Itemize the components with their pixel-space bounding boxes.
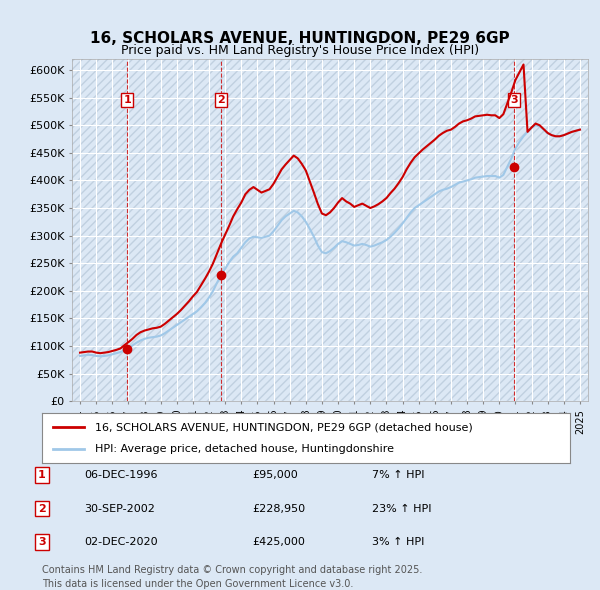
Text: 30-SEP-2002: 30-SEP-2002 bbox=[84, 504, 155, 513]
Text: Price paid vs. HM Land Registry's House Price Index (HPI): Price paid vs. HM Land Registry's House … bbox=[121, 44, 479, 57]
Text: 02-DEC-2020: 02-DEC-2020 bbox=[84, 537, 158, 547]
Text: 1: 1 bbox=[123, 95, 131, 105]
Text: 16, SCHOLARS AVENUE, HUNTINGDON, PE29 6GP: 16, SCHOLARS AVENUE, HUNTINGDON, PE29 6G… bbox=[90, 31, 510, 46]
Text: Contains HM Land Registry data © Crown copyright and database right 2025.
This d: Contains HM Land Registry data © Crown c… bbox=[42, 565, 422, 589]
Text: 16, SCHOLARS AVENUE, HUNTINGDON, PE29 6GP (detached house): 16, SCHOLARS AVENUE, HUNTINGDON, PE29 6G… bbox=[95, 422, 473, 432]
Text: 3% ↑ HPI: 3% ↑ HPI bbox=[372, 537, 424, 547]
Text: 06-DEC-1996: 06-DEC-1996 bbox=[84, 470, 157, 480]
Text: 2: 2 bbox=[217, 95, 225, 105]
Text: £95,000: £95,000 bbox=[252, 470, 298, 480]
Text: £228,950: £228,950 bbox=[252, 504, 305, 513]
Text: 3: 3 bbox=[511, 95, 518, 105]
Text: 3: 3 bbox=[38, 537, 46, 547]
Text: 23% ↑ HPI: 23% ↑ HPI bbox=[372, 504, 431, 513]
Text: HPI: Average price, detached house, Huntingdonshire: HPI: Average price, detached house, Hunt… bbox=[95, 444, 394, 454]
Text: £425,000: £425,000 bbox=[252, 537, 305, 547]
Text: 7% ↑ HPI: 7% ↑ HPI bbox=[372, 470, 425, 480]
Text: 2: 2 bbox=[38, 504, 46, 513]
Text: 1: 1 bbox=[38, 470, 46, 480]
